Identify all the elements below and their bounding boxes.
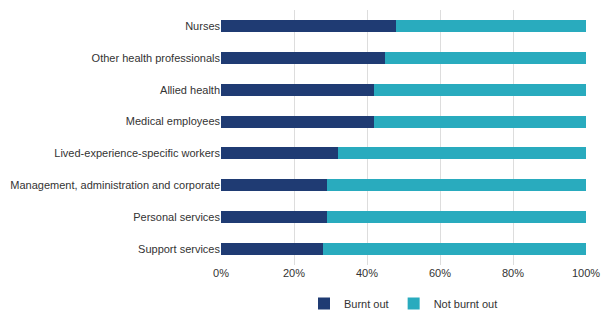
svg-text:Support services: Support services [138,243,220,255]
svg-text:Allied health: Allied health [160,84,220,96]
svg-text:40%: 40% [356,267,378,279]
svg-text:Other health professionals: Other health professionals [92,52,221,64]
svg-text:Not burnt out: Not burnt out [434,298,498,310]
svg-text:Medical employees: Medical employees [126,115,221,127]
svg-text:20%: 20% [283,267,305,279]
svg-text:Nurses: Nurses [185,20,220,32]
svg-text:80%: 80% [502,267,524,279]
svg-text:Lived-experience-specific work: Lived-experience-specific workers [54,147,220,159]
svg-text:Management, administration and: Management, administration and corporate [10,179,220,191]
svg-text:Personal services: Personal services [133,211,220,223]
svg-text:0%: 0% [213,267,229,279]
svg-text:Burnt out: Burnt out [344,298,389,310]
svg-text:60%: 60% [429,267,451,279]
svg-text:100%: 100% [572,267,600,279]
